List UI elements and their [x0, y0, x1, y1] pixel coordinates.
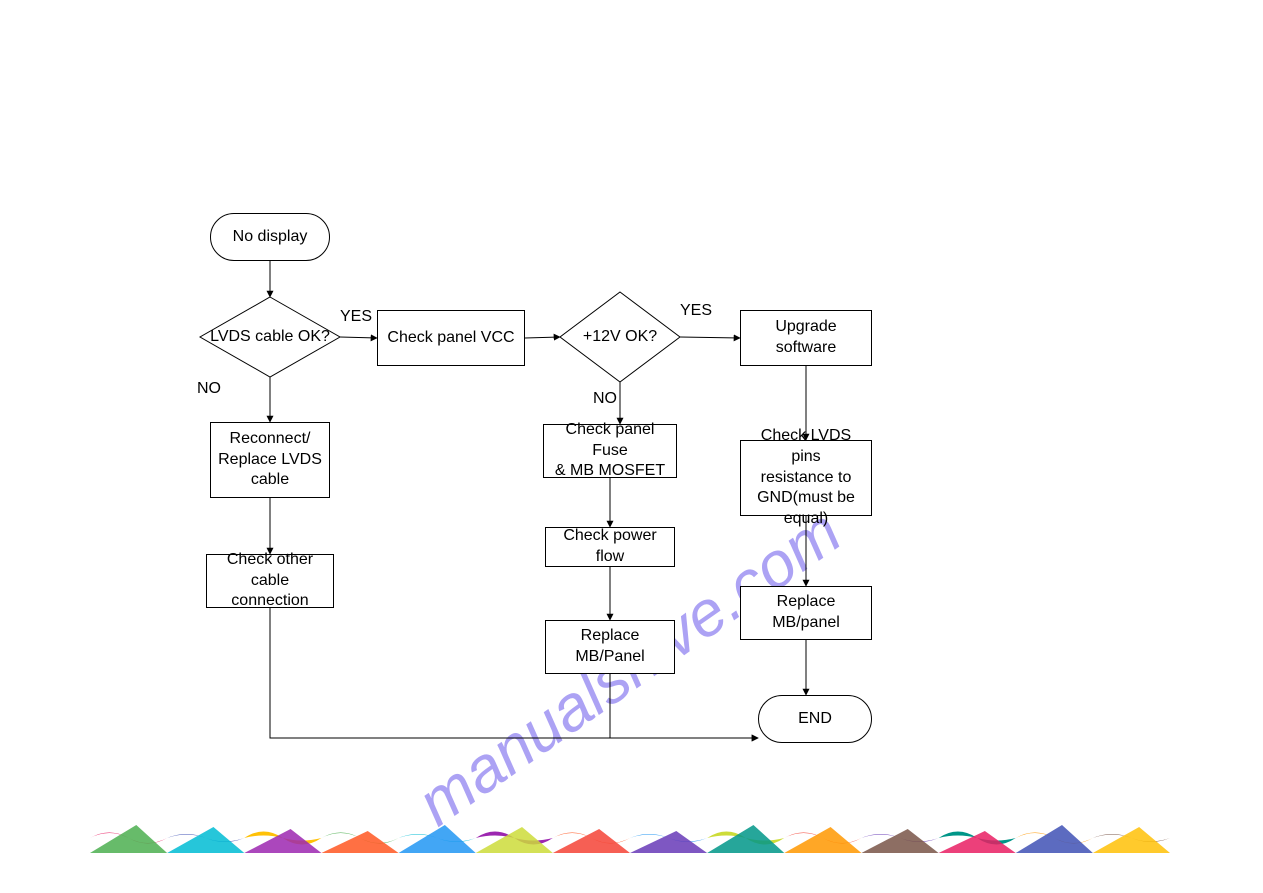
edge-e_lvds_yes: [340, 337, 377, 338]
edge-e_other_end: [270, 608, 758, 738]
edge-e_v12_yes: [680, 337, 740, 338]
node-label-start: No display: [233, 227, 308, 248]
node-lvds_ok: LVDS cable OK?: [200, 297, 340, 377]
node-label-fuse_mosfet: Check panel Fuse& MB MOSFET: [548, 420, 672, 482]
node-check_other: Check other cableconnection: [206, 554, 334, 608]
node-power_flow: Check power flow: [545, 527, 675, 567]
node-label-lvds_ok: LVDS cable OK?: [210, 328, 330, 346]
node-fuse_mosfet: Check panel Fuse& MB MOSFET: [543, 424, 677, 478]
node-label-v12_ok: +12V OK?: [583, 328, 657, 346]
node-label-replace2: Replace MB/panel: [745, 592, 867, 634]
edge-label-e_v12_yes: YES: [680, 302, 712, 320]
node-replace1: Replace MB/Panel: [545, 620, 675, 674]
node-label-end: END: [798, 709, 832, 730]
node-replace2: Replace MB/panel: [740, 586, 872, 640]
flowchart-canvas: manualshive.com No displayLVDS cable OK?…: [0, 0, 1263, 893]
decorative-ribbon: [90, 823, 1170, 853]
node-label-power_flow: Check power flow: [550, 526, 670, 568]
node-label-reconnect: Reconnect/Replace LVDScable: [218, 429, 322, 491]
node-check_vcc: Check panel VCC: [377, 310, 525, 366]
node-label-upgrade: Upgrade software: [745, 317, 867, 359]
node-reconnect: Reconnect/Replace LVDScable: [210, 422, 330, 498]
node-label-lvds_pins: Check LVDS pinsresistance toGND(must bee…: [745, 426, 867, 530]
edge-e_vcc_v12: [525, 337, 560, 338]
edge-label-e_lvds_no: NO: [197, 380, 221, 398]
node-upgrade: Upgrade software: [740, 310, 872, 366]
node-label-check_vcc: Check panel VCC: [387, 328, 514, 349]
node-end: END: [758, 695, 872, 743]
node-start: No display: [210, 213, 330, 261]
edge-label-e_lvds_yes: YES: [340, 308, 372, 326]
node-v12_ok: +12V OK?: [560, 292, 680, 382]
node-label-check_other: Check other cableconnection: [211, 550, 329, 612]
edge-e_repl1_end: [610, 674, 758, 738]
edge-label-e_v12_no: NO: [593, 390, 617, 408]
node-lvds_pins: Check LVDS pinsresistance toGND(must bee…: [740, 440, 872, 516]
node-label-replace1: Replace MB/Panel: [550, 626, 670, 668]
